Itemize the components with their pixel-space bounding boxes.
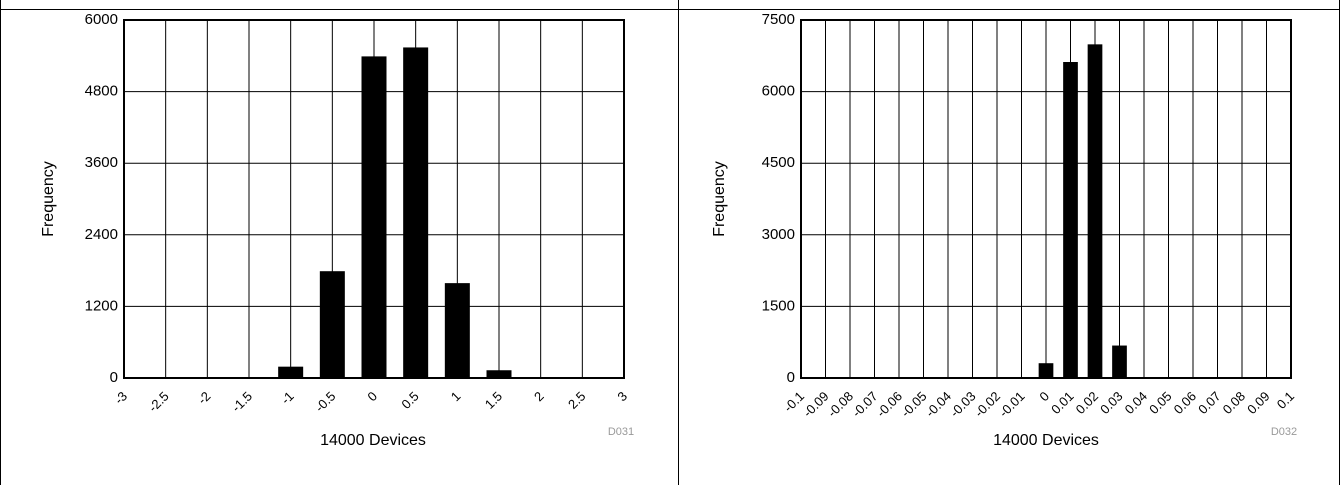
chart-panel-right: 0 1500 3000 4500 6000 7500 -0.1 -0.09 -0.08 -0.07…	[679, 0, 1340, 485]
x-tick-label: -0.5	[312, 389, 338, 415]
x-tick-label: -0.08	[825, 389, 857, 421]
histogram-bar	[1112, 345, 1127, 378]
y-axis-label: Frequency	[711, 161, 728, 237]
x-tick-label: -0.02	[972, 389, 1004, 421]
y-tick-label: 1200	[85, 297, 118, 314]
y-tick-label: 0	[787, 369, 795, 386]
y-tick-label: 4800	[85, 83, 118, 100]
x-tick-label: 0.1	[1274, 389, 1297, 412]
histogram-bar	[319, 271, 345, 378]
x-tick-label: 0.04	[1122, 389, 1151, 418]
y-tick-label: 6000	[85, 11, 118, 28]
y-tick-label: 1500	[762, 297, 795, 314]
cropped-header-strip	[679, 0, 1339, 10]
x-tick-label: -2	[195, 389, 214, 408]
x-tick-label: -1	[278, 389, 297, 408]
x-tick-label: -0.07	[849, 389, 881, 421]
x-tick-label: -0.04	[923, 389, 955, 421]
x-tick-label: 0.02	[1073, 389, 1102, 418]
x-tick-label: 0.01	[1048, 389, 1077, 418]
x-tick-label: 2.5	[565, 389, 588, 412]
plot-frame	[800, 19, 1292, 379]
y-tick-label: 6000	[762, 83, 795, 100]
x-tick-label: 0.05	[1146, 389, 1175, 418]
histogram-bar	[403, 47, 429, 379]
x-tick-label: -2.5	[145, 389, 171, 415]
histogram-bar	[1038, 363, 1054, 378]
x-tick-label: 2	[531, 389, 547, 405]
histogram-bar	[278, 366, 304, 378]
histogram-chart-left: 0 1200 2400 3600 4800 6000 -3 -2.5 -2 -1.5 -1 -0.5 0…	[40, 11, 634, 449]
x-tick-label: 0.03	[1097, 389, 1126, 418]
figure-id-label: D031	[608, 426, 634, 438]
y-axis-label: Frequency	[40, 161, 57, 237]
y-tick-label: 4500	[762, 154, 795, 171]
x-tick-label: 1	[448, 389, 464, 405]
x-tick-label: -3	[111, 389, 130, 408]
chart-panel-left: 0 1200 2400 3600 4800 6000 -3 -2.5 -2 -1.5 -1 -0.5 0…	[0, 0, 679, 485]
x-tick-label: -0.06	[874, 389, 906, 421]
histogram-bar	[1063, 62, 1078, 378]
y-tick-label: 3000	[762, 226, 795, 243]
y-tick-label: 2400	[85, 226, 118, 243]
x-tick-label: -0.01	[996, 389, 1028, 421]
x-tick-label: -0.05	[898, 389, 930, 421]
x-tick-label: 3	[614, 389, 630, 405]
y-tick-label: 3600	[85, 154, 118, 171]
x-tick-label: 0.5	[398, 389, 421, 412]
figure-id-label: D032	[1271, 426, 1297, 438]
histogram-chart-right: 015003000450060007500-0.1-0.09-0.08-0.07…	[711, 11, 1297, 449]
x-axis-label: 14000 Devices	[993, 432, 1099, 449]
x-tick-label: -1.5	[229, 389, 255, 415]
x-tick-label: 0	[364, 389, 380, 405]
x-tick-label: -0.09	[800, 389, 832, 421]
cropped-header-strip	[1, 0, 678, 10]
x-tick-label: 0.06	[1171, 389, 1200, 418]
x-tick-label: 0	[1036, 389, 1052, 405]
y-tick-label: 7500	[762, 11, 795, 28]
x-tick-label: 0.08	[1220, 389, 1249, 418]
x-tick-label: 0.09	[1244, 389, 1273, 418]
histogram-bar	[444, 283, 470, 378]
histogram-bar	[361, 56, 387, 378]
plot-frame	[123, 19, 625, 379]
x-tick-label: -0.03	[947, 389, 979, 421]
x-tick-label: 0.07	[1195, 389, 1224, 418]
histogram-bar	[486, 370, 512, 378]
y-tick-label: 0	[110, 369, 118, 386]
x-tick-label: 1.5	[482, 389, 505, 412]
x-axis-label: 14000 Devices	[320, 432, 426, 449]
histogram-bar	[1087, 44, 1103, 379]
